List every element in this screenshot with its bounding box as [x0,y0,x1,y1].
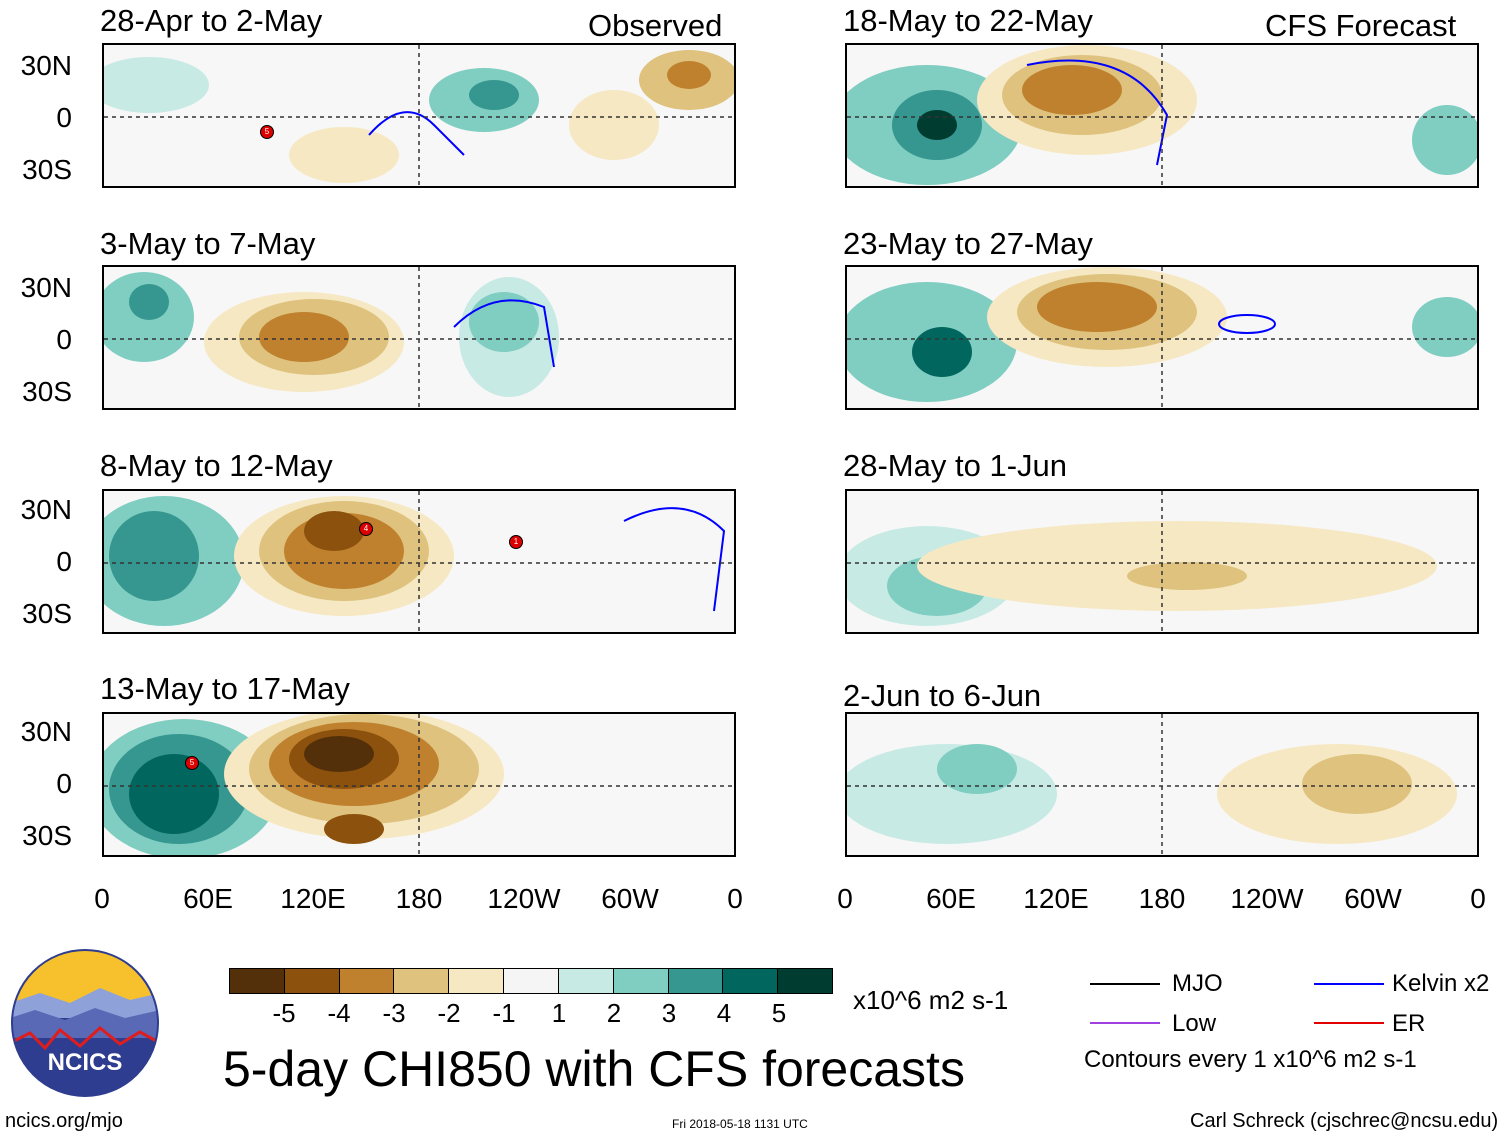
lon-label-0: 0 [837,883,853,914]
map-panel-forecast-3 [845,489,1479,634]
colorbar-swatch [230,969,285,993]
map-panel-observed-2 [102,265,736,410]
colorbar-swatch [613,969,669,993]
lat-label-0: 0 [56,324,72,355]
panel-title-5: 18-May to 22-May [843,3,1093,38]
panel-title-7: 28-May to 1-Jun [843,448,1067,483]
lon-label-60e: 60E [926,883,976,914]
cfs-forecast-label: CFS Forecast [1265,8,1457,43]
legend-line-mjo [1090,983,1160,985]
lon-label-120e: 120E [1023,883,1089,914]
footer-timestamp: Fri 2018-05-18 1131 UTC [672,1117,808,1131]
lat-label-30n: 30N [20,716,72,747]
colorbar-swatch [504,969,559,993]
colorbar-label: -2 [437,998,461,1028]
lat-label-30n: 30N [20,50,72,81]
colorbar-label: 4 [716,998,732,1028]
colorbar-swatch [778,969,832,993]
lon-label-0: 0 [94,883,110,914]
lat-label-30s: 30S [22,820,72,851]
lon-label-0-end: 0 [1470,883,1486,914]
colorbar-label: 2 [606,998,622,1028]
colorbar-label: -3 [382,998,406,1028]
colorbar-swatch [723,969,779,993]
lat-label-30s: 30S [22,154,72,185]
legend-label-mjo: MJO [1172,970,1223,997]
colorbar-label: 3 [661,998,677,1028]
panel-title-2: 3-May to 7-May [100,226,316,261]
lon-label-180: 180 [395,883,443,914]
lon-label-60w: 60W [601,883,659,914]
colorbar-label: -4 [327,998,351,1028]
panel-title-3: 8-May to 12-May [100,448,333,483]
map-panel-forecast-2 [845,265,1479,410]
lat-label-0: 0 [56,102,72,133]
lon-label-60e: 60E [183,883,233,914]
storm-marker: 4 [359,522,373,536]
colorbar-swatch [339,969,395,993]
panel-title-6: 23-May to 27-May [843,226,1093,261]
colorbar-label: -5 [272,998,296,1028]
map-panel-forecast-1 [845,43,1479,188]
legend-line-low [1090,1022,1160,1024]
lon-label-120w: 120W [1230,883,1304,914]
legend-label-kelvin: Kelvin x2 [1392,970,1490,997]
lat-label-30s: 30S [22,376,72,407]
map-panel-observed-4: 5 [102,712,736,857]
map-panel-observed-3: 4 1 [102,489,736,634]
legend-label-low: Low [1172,1010,1217,1037]
colorbar [229,968,833,994]
colorbar-swatch [558,969,614,993]
lon-label-120w: 120W [487,883,561,914]
colorbar-label: 5 [771,998,787,1028]
storm-marker: 5 [185,756,199,770]
colorbar-label: 1 [551,998,567,1028]
colorbar-swatch [394,969,450,993]
lon-label-60w: 60W [1344,883,1402,914]
map-panel-forecast-4 [845,712,1479,857]
colorbar-label: -1 [492,998,516,1028]
panel-title-8: 2-Jun to 6-Jun [843,678,1042,713]
colorbar-swatch [284,969,340,993]
lon-label-120e: 120E [280,883,346,914]
lat-label-30s: 30S [22,598,72,629]
lon-label-180: 180 [1138,883,1186,914]
legend-label-er: ER [1392,1010,1426,1037]
lat-label-30n: 30N [20,494,72,525]
colorbar-swatch [668,969,724,993]
storm-marker: 5 [260,125,274,139]
storm-marker: 1 [509,535,523,549]
lat-label-30n: 30N [20,272,72,303]
map-panel-observed-1: 5 [102,43,736,188]
logo-text: NCICS [48,1049,123,1076]
legend-line-er [1314,1022,1384,1024]
main-title: 5-day CHI850 with CFS forecasts [223,1041,965,1097]
footer-credit: Carl Schreck (cjschrec@ncsu.edu) [1190,1110,1499,1132]
footer-url[interactable]: ncics.org/mjo [5,1110,123,1132]
legend-line-kelvin [1314,983,1384,985]
lat-label-0: 0 [56,768,72,799]
ncics-logo: NCICS [11,949,159,1097]
panel-title-1: 28-Apr to 2-May [100,3,323,38]
lon-label-0-end: 0 [727,883,743,914]
observed-label: Observed [588,8,723,43]
colorbar-units: x10^6 m2 s-1 [853,985,1009,1015]
panel-title-4: 13-May to 17-May [100,671,350,706]
lat-label-0: 0 [56,546,72,577]
colorbar-swatch [449,969,505,993]
contour-note: Contours every 1 x10^6 m2 s-1 [1084,1046,1417,1073]
